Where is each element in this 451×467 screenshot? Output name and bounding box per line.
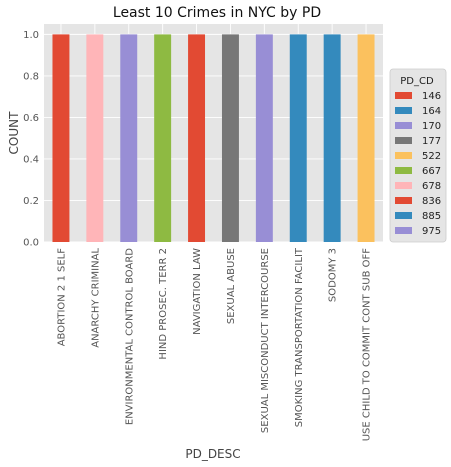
- legend-label: 146: [422, 91, 441, 102]
- legend-swatch: [395, 137, 412, 144]
- legend-label: 667: [422, 166, 441, 177]
- legend-label: 975: [422, 226, 441, 237]
- x-tick-label: USE CHILD TO COMMIT CONT SUB OFF: [362, 248, 373, 442]
- bar-522: [357, 34, 375, 242]
- y-tick-label: 1.0: [23, 30, 39, 41]
- legend-label: 177: [422, 136, 441, 147]
- legend-label: 170: [422, 121, 441, 132]
- legend-swatch: [395, 167, 412, 174]
- bar-164: [323, 34, 341, 242]
- x-tick-label: SEXUAL ABUSE: [226, 248, 237, 324]
- y-tick-label: 0.4: [23, 154, 39, 165]
- x-tick-label: ABORTION 2 1 SELF: [56, 248, 67, 347]
- legend-label: 836: [422, 196, 441, 207]
- x-tick-label: SODOMY 3: [328, 248, 339, 302]
- x-tick-label: SEXUAL MISCONDUCT INTERCOURSE: [260, 248, 271, 433]
- legend-swatch: [395, 122, 412, 129]
- legend-swatch: [395, 182, 412, 189]
- legend-swatch: [395, 227, 412, 234]
- legend-label: 522: [422, 151, 441, 162]
- bar-177: [221, 34, 239, 242]
- y-tick-label: 0.2: [23, 196, 39, 207]
- x-axis-label: PD_DESC: [185, 447, 240, 461]
- bar-170: [120, 34, 138, 242]
- legend-swatch: [395, 107, 412, 114]
- x-tick-label: ENVIRONMENTAL CONTROL BOARD: [124, 248, 135, 425]
- y-tick-label: 0.0: [23, 238, 39, 249]
- x-tick-label: NAVIGATION LAW: [192, 248, 203, 335]
- legend-swatch: [395, 152, 412, 159]
- y-tick-labels: 0.0 0.2 0.4 0.6 0.8 1.0: [23, 30, 39, 249]
- legend-items: 146 164 170 177 522 667 678 836 885 975: [395, 91, 441, 237]
- legend-swatch: [395, 197, 412, 204]
- legend-swatch: [395, 92, 412, 99]
- x-tick-label: SMOKING TRANSPORTATION FACILIT: [294, 247, 305, 427]
- legend-swatch: [395, 212, 412, 219]
- y-axis-label: COUNT: [7, 111, 21, 155]
- legend-label: 885: [422, 211, 441, 222]
- bar-836: [188, 34, 206, 242]
- bar-975: [255, 34, 273, 242]
- bar-885: [289, 34, 307, 242]
- legend: PD_CD 146 164 170 177 522 667 678 836 885 975: [389, 68, 447, 243]
- legend-label: 678: [422, 181, 441, 192]
- legend-title: PD_CD: [400, 76, 434, 87]
- bar-667: [154, 34, 172, 242]
- y-tick-label: 0.8: [23, 71, 39, 82]
- x-tick-label: ANARCHY CRIMINAL: [90, 248, 101, 348]
- legend-label: 164: [422, 106, 441, 117]
- bars: [52, 34, 375, 242]
- x-tick-labels: ABORTION 2 1 SELF ANARCHY CRIMINAL ENVIRON…: [56, 247, 372, 441]
- bar-146: [52, 34, 70, 242]
- x-tick-label: HIND PROSEC. TERR 2: [158, 248, 169, 360]
- y-tick-label: 0.6: [23, 113, 39, 124]
- bar-678: [86, 34, 104, 242]
- chart-title: Least 10 Crimes in NYC by PD: [113, 5, 321, 21]
